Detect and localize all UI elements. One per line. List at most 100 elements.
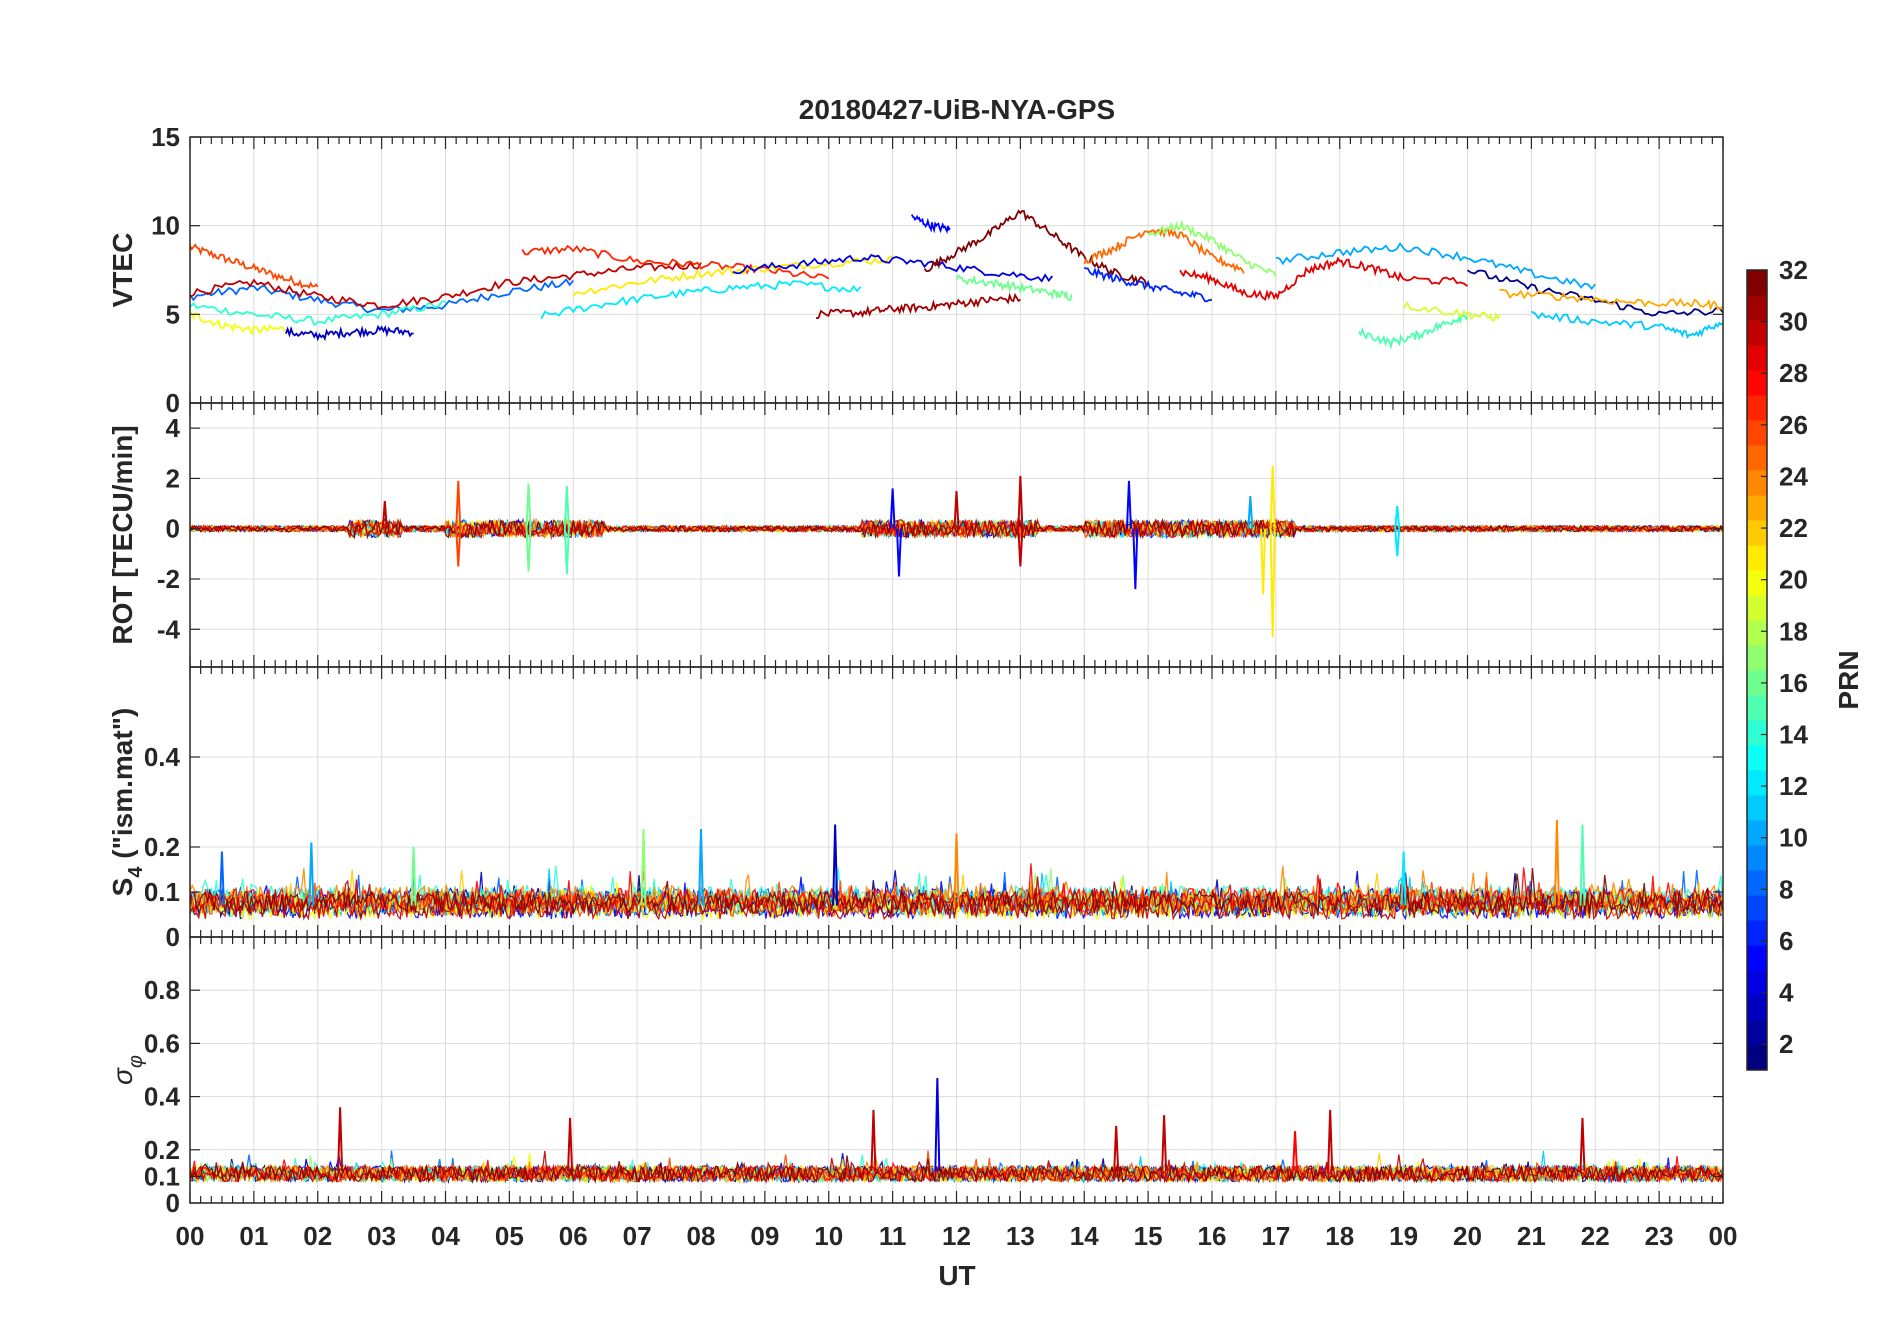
vtec-series-prn-26	[190, 243, 319, 290]
vtec-series-prn-30	[190, 260, 702, 310]
x-tick-label: 14	[1070, 1221, 1099, 1251]
vtec-series-prn-29	[1179, 256, 1469, 301]
vtec-series-prn-27	[521, 244, 830, 280]
vtec-series-prn-3	[284, 324, 414, 342]
y-axis-label: σφ	[107, 1055, 147, 1085]
vtec-series-prn-19	[1402, 300, 1501, 322]
colorbar-tick-label: 18	[1779, 616, 1808, 646]
y-tick-label: 0.4	[144, 742, 181, 772]
colorbar-swatch	[1747, 470, 1767, 496]
x-tick-label: 06	[559, 1221, 588, 1251]
x-tick-label: 22	[1581, 1221, 1610, 1251]
x-tick-label: 16	[1198, 1221, 1227, 1251]
trace-prn-32	[190, 868, 1723, 916]
spike-prn-21	[1269, 528, 1276, 637]
x-tick-label: 21	[1517, 1221, 1546, 1251]
x-tick-label: 00	[176, 1221, 205, 1251]
colorbar-tick-label: 20	[1779, 565, 1808, 595]
y-tick-label: 4	[166, 413, 181, 443]
colorbar-swatch	[1747, 420, 1767, 446]
colorbar-tick-label: 22	[1779, 513, 1808, 543]
vtec-series-prn-25	[1083, 225, 1245, 274]
colorbar-frame	[1746, 269, 1768, 1071]
colorbar-tick-label: 12	[1779, 771, 1808, 801]
spike-prn-15	[563, 485, 570, 529]
colorbar-swatch	[1747, 945, 1767, 971]
spike-prn-17	[640, 828, 647, 906]
spike-prn-30	[381, 500, 388, 529]
vtec-series-prn-6	[1083, 266, 1213, 303]
y-tick-label: 0.6	[144, 1028, 180, 1058]
colorbar-swatch	[1747, 370, 1767, 396]
x-axis: 00 01 02 03 04 05 06 07 08 09 10 11 12 13 14 15 16 17 18 19…	[176, 1221, 1738, 1251]
colorbar-swatch	[1747, 870, 1767, 896]
spike-prn-21	[1269, 465, 1276, 529]
x-tick-label: 00	[1709, 1221, 1738, 1251]
y-tick-label: -4	[157, 614, 181, 644]
spike-prn-30	[953, 490, 960, 529]
chart-title: 20180427-UiB-NYA-GPS	[799, 94, 1115, 125]
spike-prn-5	[896, 528, 903, 577]
grid	[189, 937, 1724, 1204]
spike-prn-21	[1260, 528, 1267, 595]
x-tick-label: 20	[1453, 1221, 1482, 1251]
spike-prn-26	[455, 480, 462, 529]
spike-prn-24	[1553, 819, 1560, 906]
x-tick-label: 04	[431, 1221, 460, 1251]
vtec-series-prn-4	[732, 253, 1054, 283]
y-tick-label: 0	[166, 514, 180, 544]
spike-prn-5	[1132, 528, 1139, 590]
y-tick-label: 15	[151, 122, 180, 152]
trace-prn-32	[190, 517, 1723, 540]
spike-prn-10	[1247, 495, 1254, 529]
spike-prn-30	[870, 1109, 877, 1172]
y-tick-label: 0.2	[144, 832, 180, 862]
vtec-series-prn-12	[540, 280, 862, 320]
vtec-series-prn-15	[1358, 314, 1469, 350]
y-tick-label: 10	[151, 211, 180, 241]
colorbar-swatch	[1747, 670, 1767, 696]
colorbar-swatch	[1747, 345, 1767, 371]
panel-1: 0 5 10 15 VTEC	[107, 122, 1724, 418]
colorbar-tick-label: 10	[1779, 823, 1808, 853]
colorbar-tick-label: 2	[1779, 1029, 1793, 1059]
colorbar-swatch	[1747, 1045, 1767, 1071]
y-tick-label: 0.8	[144, 975, 180, 1005]
colorbar-swatch	[1747, 770, 1767, 796]
vtec-series-prn-21	[572, 255, 893, 297]
y-tick-label: 0.1	[144, 877, 180, 907]
y-tick-label: -2	[157, 564, 180, 594]
spike-prn-30	[1017, 528, 1024, 567]
tick-marks	[189, 667, 1724, 937]
colorbar-swatch	[1747, 795, 1767, 821]
colorbar-tick-label: 4	[1779, 978, 1794, 1008]
series-group	[190, 1077, 1723, 1185]
vtec-series-prn-32	[923, 209, 1149, 288]
spike-prn-30	[1017, 475, 1024, 529]
spike-prn-30	[337, 1107, 344, 1172]
spike-prn-16	[410, 846, 417, 906]
trace-prn-30	[190, 876, 1723, 922]
colorbar-label: PRN	[1833, 650, 1864, 709]
vtec-series-prn-5	[910, 214, 951, 234]
spike-prn-5	[889, 488, 896, 529]
spike-prn-10	[308, 842, 315, 906]
colorbar-swatch	[1747, 695, 1767, 721]
colorbar-swatch	[1747, 720, 1767, 746]
colorbar-swatch	[1747, 845, 1767, 871]
spike-prn-12	[1394, 528, 1401, 557]
colorbar-tick-label: 14	[1779, 720, 1808, 750]
spike-prn-15	[563, 528, 570, 575]
y-tick-label: 0	[166, 388, 180, 418]
y-tick-label: 0	[166, 922, 180, 952]
y-axis-label: S4 ("ism.mat")	[107, 708, 147, 897]
colorbar-tick-label: 32	[1779, 255, 1808, 285]
vtec-series-prn-17	[1147, 219, 1277, 278]
colorbar-swatch	[1747, 620, 1767, 646]
series-group	[190, 819, 1723, 922]
vtec-series-prn-31	[815, 292, 1021, 320]
colorbar-swatch	[1747, 920, 1767, 946]
